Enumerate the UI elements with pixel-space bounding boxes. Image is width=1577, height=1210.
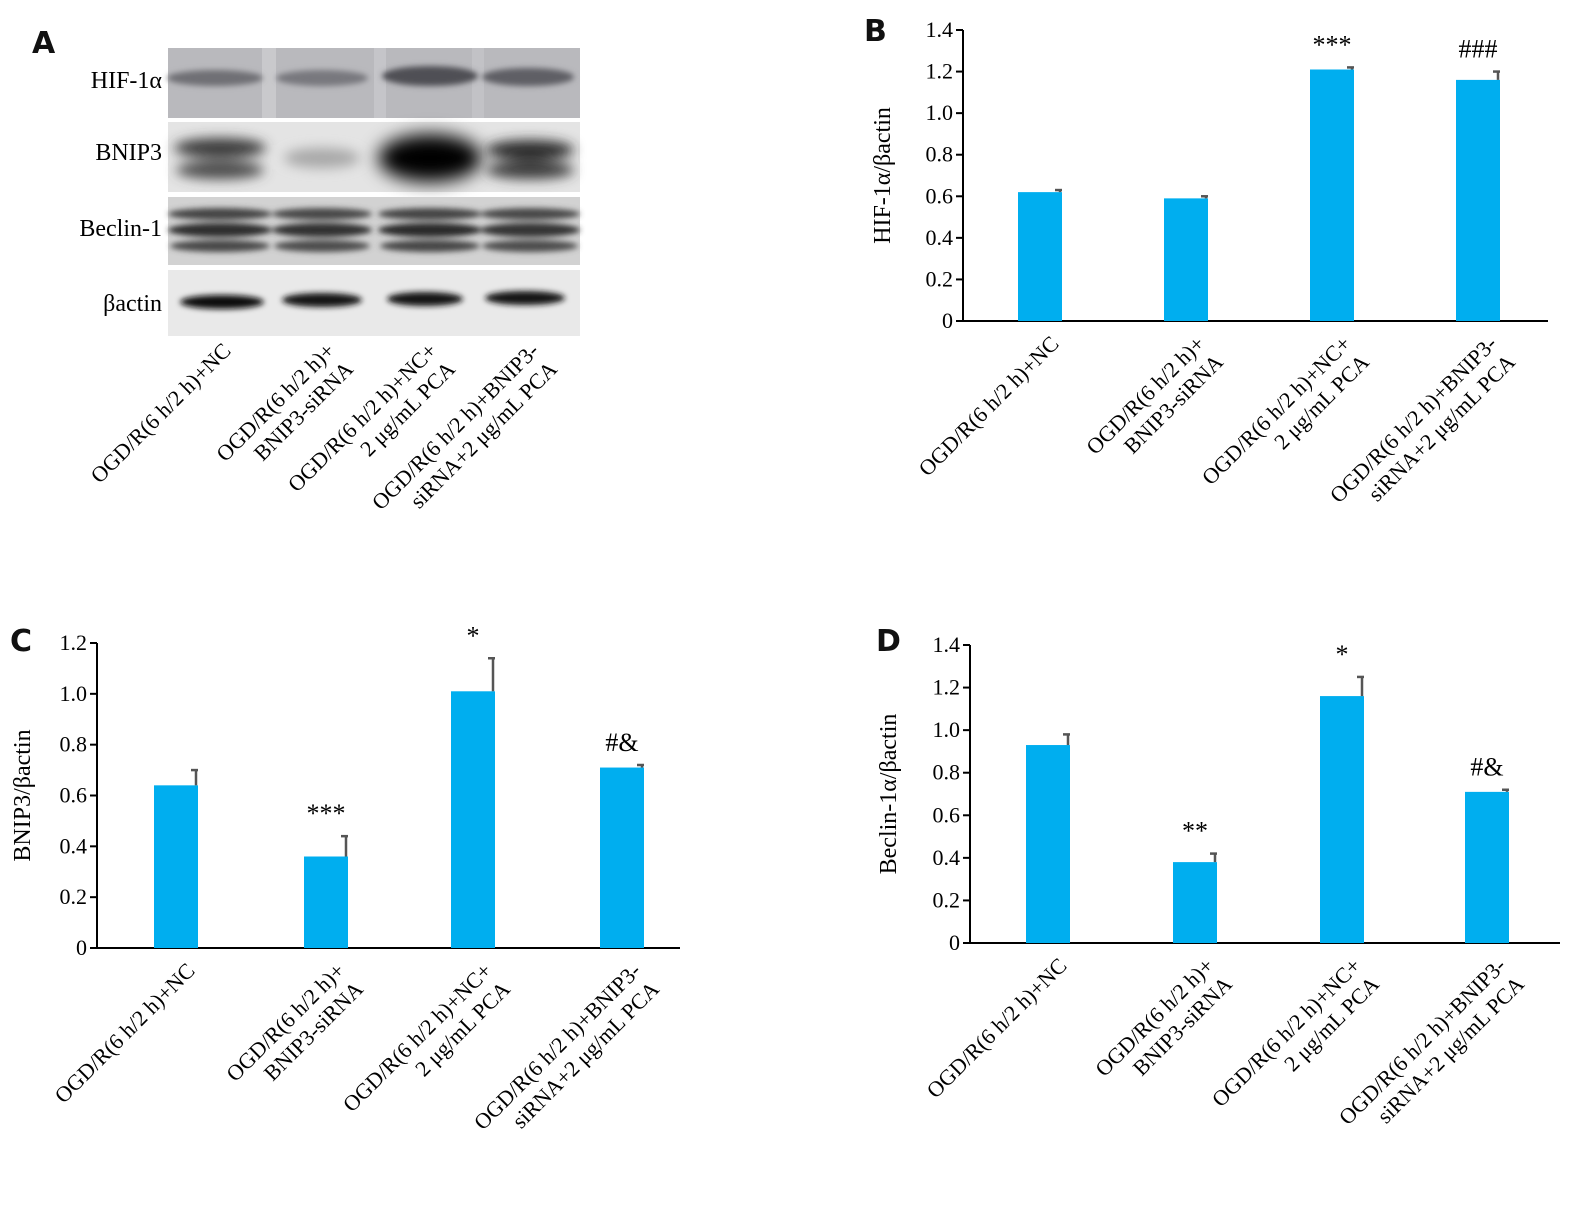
blot-lane-label-line: OGD/R(6 h/2 h)+NC	[85, 338, 235, 488]
y-tick-label: 0.4	[933, 845, 961, 870]
x-category-label: OGD/R(6 h/2 h)+NC+2 μg/mL PCA	[1197, 331, 1374, 490]
bar	[1173, 862, 1217, 943]
blot-strip-beta-actin	[168, 270, 580, 336]
x-category-label: OGD/R(6 h/2 h)+NC+2 μg/mL PCA	[338, 958, 515, 1117]
x-category-label: OGD/R(6 h/2 h)+BNIP3-siRNA+2 μg/mL PCA	[469, 958, 664, 1135]
x-category-label-line: OGD/R(6 h/2 h)+NC	[913, 331, 1063, 481]
western-blot-panel: HIF-1α BNIP3 Beclin-1 βactin OGD/R(6 h/2…	[79, 48, 580, 515]
x-category-label-line: 2 μg/mL PCA	[1279, 971, 1384, 1076]
blot-row-label: βactin	[103, 291, 162, 317]
x-category-label: OGD/R(6 h/2 h)+BNIP3-siRNA	[1090, 953, 1237, 1081]
panel-label-c: C	[10, 624, 33, 659]
blot-lane-label: OGD/R(6 h/2 h)+NC	[85, 338, 235, 488]
x-category-label: OGD/R(6 h/2 h)+NC	[49, 958, 199, 1108]
x-category-label-line: BNIP3-siRNA	[1119, 349, 1228, 458]
y-tick-label: 0	[949, 930, 960, 955]
x-category-label-line: OGD/R(6 h/2 h)+BNIP3-	[1325, 331, 1502, 508]
x-category-label: OGD/R(6 h/2 h)+NC	[921, 953, 1071, 1103]
y-tick-label: 0.4	[60, 833, 88, 858]
y-tick-label: 0	[942, 308, 953, 333]
x-category-label-line: 2 μg/mL PCA	[1269, 349, 1374, 454]
y-tick-label: 0.2	[933, 887, 961, 912]
x-category-label-line: siRNA+2 μg/mL PCA	[1363, 349, 1520, 506]
blot-strip-hif1a	[167, 48, 580, 118]
bar	[304, 856, 348, 948]
significance-label: #&	[605, 728, 638, 757]
significance-label: *	[1336, 640, 1349, 669]
panel-label-a: A	[32, 26, 56, 61]
bar	[451, 691, 495, 948]
bar	[600, 767, 644, 948]
x-category-label-line: OGD/R(6 h/2 h)+	[221, 958, 349, 1086]
significance-label: ***	[307, 799, 346, 828]
y-tick-label: 1.2	[933, 675, 961, 700]
y-tick-label: 0.8	[933, 760, 961, 785]
blot-strip-beclin1	[168, 197, 580, 265]
y-axis-label: BNIP3/βactin	[10, 729, 36, 861]
y-tick-label: 1.0	[926, 100, 954, 125]
x-category-label-line: BNIP3-siRNA	[1128, 971, 1237, 1080]
bar	[1320, 696, 1364, 943]
significance-label: ***	[1313, 30, 1352, 59]
y-tick-label: 0.6	[60, 783, 88, 808]
x-category-label: OGD/R(6 h/2 h)+BNIP3-siRNA	[1081, 331, 1228, 459]
bar	[1310, 69, 1354, 321]
y-tick-label: 1.2	[60, 630, 88, 655]
blot-lane-label: OGD/R(6 h/2 h)+ BNIP3-siRNA	[211, 338, 358, 466]
panel-label-d: D	[876, 624, 901, 659]
bar	[1164, 198, 1208, 321]
y-tick-label: 0.6	[926, 183, 954, 208]
y-tick-label: 0	[76, 935, 87, 960]
y-axis-label: HIF-1α/βactin	[870, 107, 896, 244]
x-category-label: OGD/R(6 h/2 h)+BNIP3-siRNA	[221, 958, 368, 1086]
y-tick-label: 1.0	[933, 717, 961, 742]
x-category-label: OGD/R(6 h/2 h)+BNIP3-siRNA+2 μg/mL PCA	[1334, 953, 1529, 1130]
x-category-label-line: BNIP3-siRNA	[259, 976, 368, 1085]
y-tick-label: 1.0	[60, 681, 88, 706]
x-category-label-line: OGD/R(6 h/2 h)+NC+	[338, 958, 497, 1117]
significance-label: *	[467, 621, 480, 650]
x-category-label-line: OGD/R(6 h/2 h)+NC	[921, 953, 1071, 1103]
x-category-label-line: siRNA+2 μg/mL PCA	[1372, 971, 1529, 1128]
significance-label: ###	[1459, 35, 1498, 64]
y-tick-label: 0.2	[60, 884, 88, 909]
bar	[1026, 745, 1070, 943]
blot-strip-bnip3	[168, 122, 580, 192]
blot-row-label: HIF-1α	[91, 68, 163, 94]
significance-label: **	[1182, 817, 1208, 846]
bar	[1456, 79, 1500, 321]
y-tick-label: 0.6	[933, 802, 961, 827]
y-tick-label: 1.4	[926, 17, 954, 42]
y-tick-label: 1.2	[926, 59, 954, 84]
y-tick-label: 0.4	[926, 225, 954, 250]
x-category-label: OGD/R(6 h/2 h)+BNIP3-siRNA+2 μg/mL PCA	[1325, 331, 1520, 508]
bar	[1018, 192, 1062, 321]
blot-row-label: BNIP3	[95, 140, 162, 166]
x-category-label-line: OGD/R(6 h/2 h)+NC+	[1207, 953, 1366, 1112]
x-category-label-line: OGD/R(6 h/2 h)+BNIP3-	[469, 958, 646, 1135]
y-tick-label: 0.2	[926, 266, 954, 291]
x-category-label-line: 2 μg/mL PCA	[410, 976, 515, 1081]
x-category-label: OGD/R(6 h/2 h)+NC	[913, 331, 1063, 481]
y-tick-label: 1.4	[933, 632, 961, 657]
significance-label: #&	[1470, 753, 1503, 782]
x-category-label-line: OGD/R(6 h/2 h)+	[1081, 331, 1209, 459]
panel-label-b: B	[864, 14, 887, 49]
y-tick-label: 0.8	[926, 142, 954, 167]
y-tick-label: 0.8	[60, 732, 88, 757]
x-category-label: OGD/R(6 h/2 h)+NC+2 μg/mL PCA	[1207, 953, 1384, 1112]
x-category-label-line: OGD/R(6 h/2 h)+NC+	[1197, 331, 1356, 490]
x-category-label-line: OGD/R(6 h/2 h)+BNIP3-	[1334, 953, 1511, 1130]
bar	[1465, 791, 1509, 943]
blot-row-label: Beclin-1	[79, 216, 162, 242]
x-category-label-line: OGD/R(6 h/2 h)+	[1090, 953, 1218, 1081]
x-category-label-line: OGD/R(6 h/2 h)+NC	[49, 958, 199, 1108]
y-axis-label: Beclin-1α/βactin	[876, 714, 902, 875]
x-category-label-line: siRNA+2 μg/mL PCA	[507, 976, 664, 1133]
bar	[154, 785, 198, 948]
